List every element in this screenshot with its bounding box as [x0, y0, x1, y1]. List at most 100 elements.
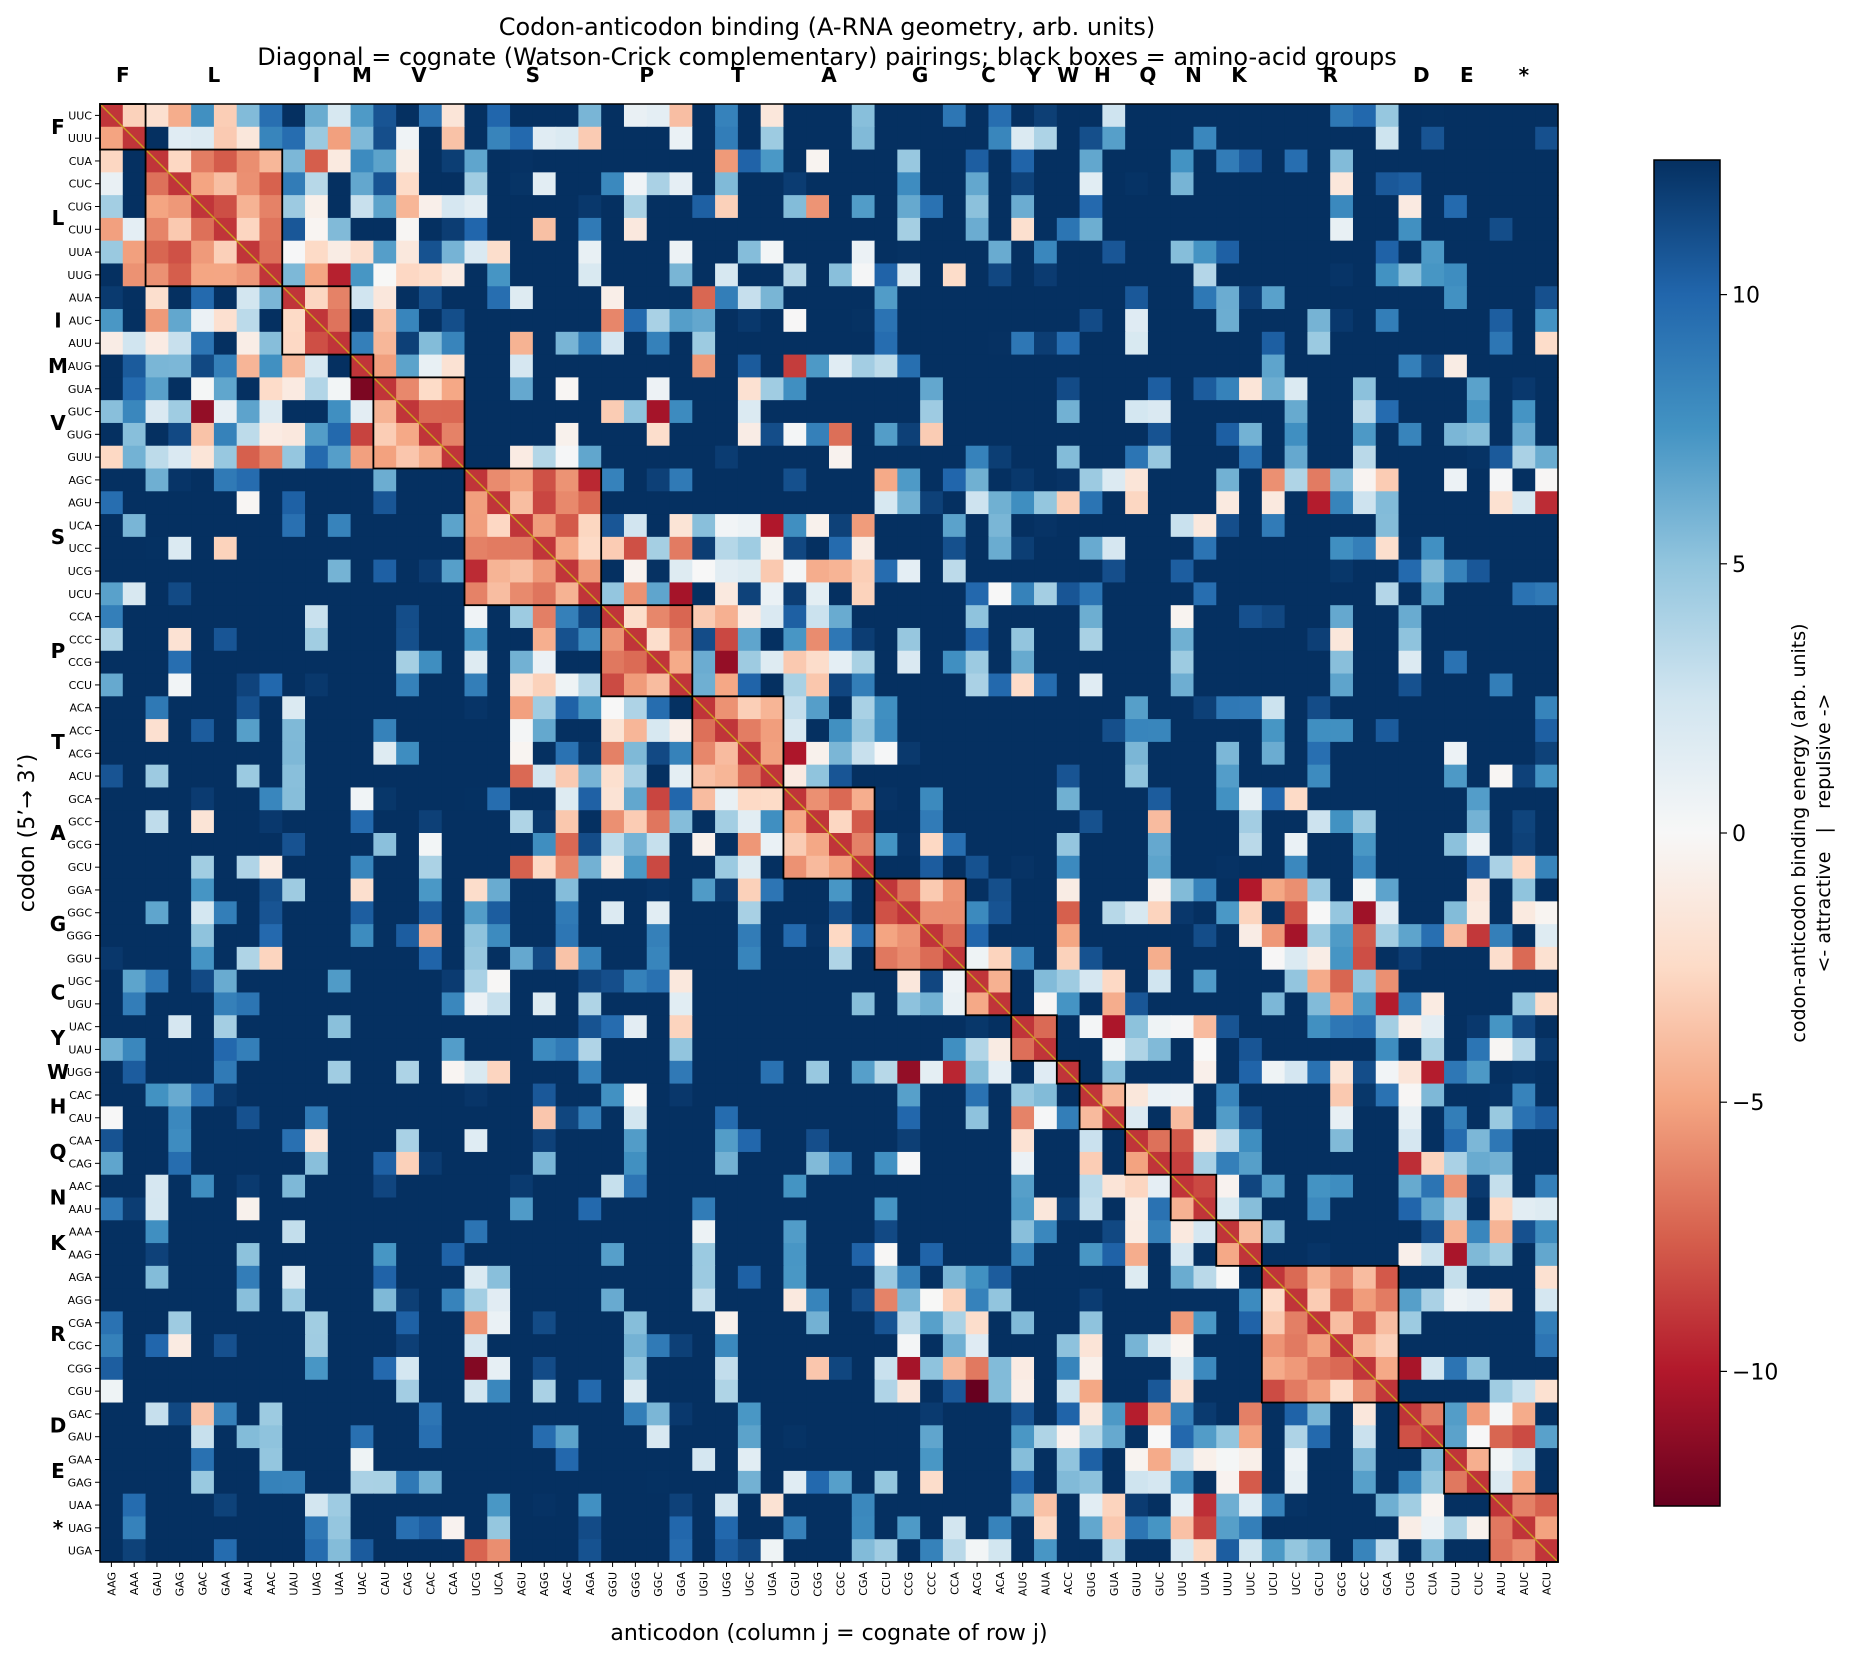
heatmap-cell [1011, 1243, 1035, 1267]
heatmap-cell [1011, 1334, 1035, 1358]
heatmap-cell [532, 331, 557, 356]
heatmap-cell [1193, 719, 1217, 743]
heatmap-cell [1489, 924, 1514, 948]
heatmap-cell [1535, 1243, 1559, 1267]
heatmap-cell [555, 1470, 580, 1495]
heatmap-cell [373, 992, 397, 1016]
heatmap-cell [1307, 514, 1331, 538]
heatmap-cell [1193, 901, 1217, 925]
heatmap-cell [942, 1379, 967, 1404]
heatmap-cell [464, 719, 488, 743]
heatmap-cell [100, 696, 124, 720]
heatmap-cell [783, 1448, 807, 1472]
heatmap-cell [1398, 1243, 1422, 1267]
heatmap-cell [259, 924, 283, 948]
heatmap-cell [236, 878, 261, 902]
heatmap-cell [441, 855, 466, 880]
heatmap-cell [532, 1174, 557, 1199]
heatmap-cell [623, 992, 648, 1016]
heatmap-cell [441, 354, 466, 378]
heatmap-cell [1535, 195, 1559, 219]
heatmap-cell [373, 1470, 397, 1495]
heatmap-cell [715, 992, 739, 1016]
heatmap-cell [555, 1220, 580, 1244]
heatmap-cell [920, 1448, 944, 1472]
heatmap-cell [965, 491, 990, 515]
heatmap-cell [282, 946, 306, 971]
heatmap-cell [1193, 1425, 1217, 1449]
heatmap-cell [532, 1334, 557, 1358]
heatmap-cell [715, 309, 739, 333]
heatmap-cell [601, 309, 625, 333]
heatmap-cell [282, 377, 306, 401]
heatmap-cell [1398, 1448, 1422, 1472]
heatmap-cell [1102, 491, 1126, 515]
heatmap-cell [1535, 992, 1559, 1016]
heatmap-cell [145, 1470, 169, 1495]
heatmap-cell [783, 400, 807, 424]
heatmap-cell [646, 331, 671, 356]
heatmap-cell [100, 787, 124, 811]
heatmap-cell [1011, 1129, 1035, 1153]
heatmap-cell [168, 627, 192, 652]
heatmap-cell [464, 377, 488, 401]
heatmap-cell [1466, 1356, 1491, 1381]
heatmap-cell [236, 400, 261, 424]
heatmap-cell [510, 969, 534, 994]
heatmap-cell [418, 1288, 443, 1313]
heatmap-cell [1261, 901, 1286, 925]
heatmap-cell [851, 400, 876, 424]
heatmap-cell [510, 377, 534, 401]
heatmap-cell [623, 331, 648, 356]
heatmap-cell [1147, 1106, 1172, 1130]
heatmap-cell [1512, 1038, 1536, 1062]
heatmap-cell [168, 217, 192, 242]
heatmap-cell [213, 126, 238, 151]
heatmap-cell [191, 1038, 215, 1062]
heatmap-cell [874, 764, 898, 789]
heatmap-cell [965, 1038, 990, 1062]
heatmap-cell [646, 491, 671, 515]
heatmap-cell [396, 1402, 420, 1426]
heatmap-cell [1421, 1539, 1445, 1563]
heatmap-cell [350, 878, 374, 902]
heatmap-cell [1079, 104, 1103, 128]
heatmap-cell [1056, 901, 1081, 925]
heatmap-cell [829, 104, 853, 128]
heatmap-cell [236, 1448, 261, 1472]
heatmap-cell [1489, 1060, 1514, 1085]
heatmap-cell [1056, 1129, 1081, 1153]
heatmap-cell [988, 741, 1012, 766]
heatmap-cell [851, 240, 876, 265]
heatmap-cell [1352, 650, 1377, 675]
heatmap-cell [555, 1493, 580, 1518]
heatmap-cell [1216, 1265, 1240, 1290]
heatmap-cell [1011, 331, 1035, 356]
heatmap-cell [1284, 1220, 1309, 1244]
heatmap-cell [1011, 1516, 1035, 1540]
heatmap-cell [874, 536, 898, 561]
heatmap-cell [1170, 1311, 1195, 1335]
heatmap-cell [601, 1083, 625, 1107]
heatmap-cell [396, 878, 420, 902]
heatmap-cell [829, 1197, 853, 1221]
heatmap-cell [282, 1243, 306, 1267]
heatmap-cell [965, 878, 990, 902]
group-label-top-V: V [411, 63, 427, 87]
heatmap-cell [168, 1470, 192, 1495]
heatmap-cell [829, 331, 853, 356]
heatmap-cell [100, 1356, 124, 1381]
heatmap-cell [1102, 946, 1126, 971]
heatmap-cell [1170, 1402, 1195, 1426]
heatmap-cell [715, 764, 739, 789]
heatmap-cell [1216, 946, 1240, 971]
group-box-W [1055, 1059, 1081, 1085]
heatmap-cell [282, 992, 306, 1016]
heatmap-cell [1125, 1493, 1149, 1518]
heatmap-cell [806, 286, 830, 310]
heatmap-cell [213, 491, 238, 515]
heatmap-cell [1512, 1539, 1536, 1563]
heatmap-cell [737, 1311, 762, 1335]
heatmap-cell [783, 764, 807, 789]
heatmap-cell [305, 1516, 329, 1540]
